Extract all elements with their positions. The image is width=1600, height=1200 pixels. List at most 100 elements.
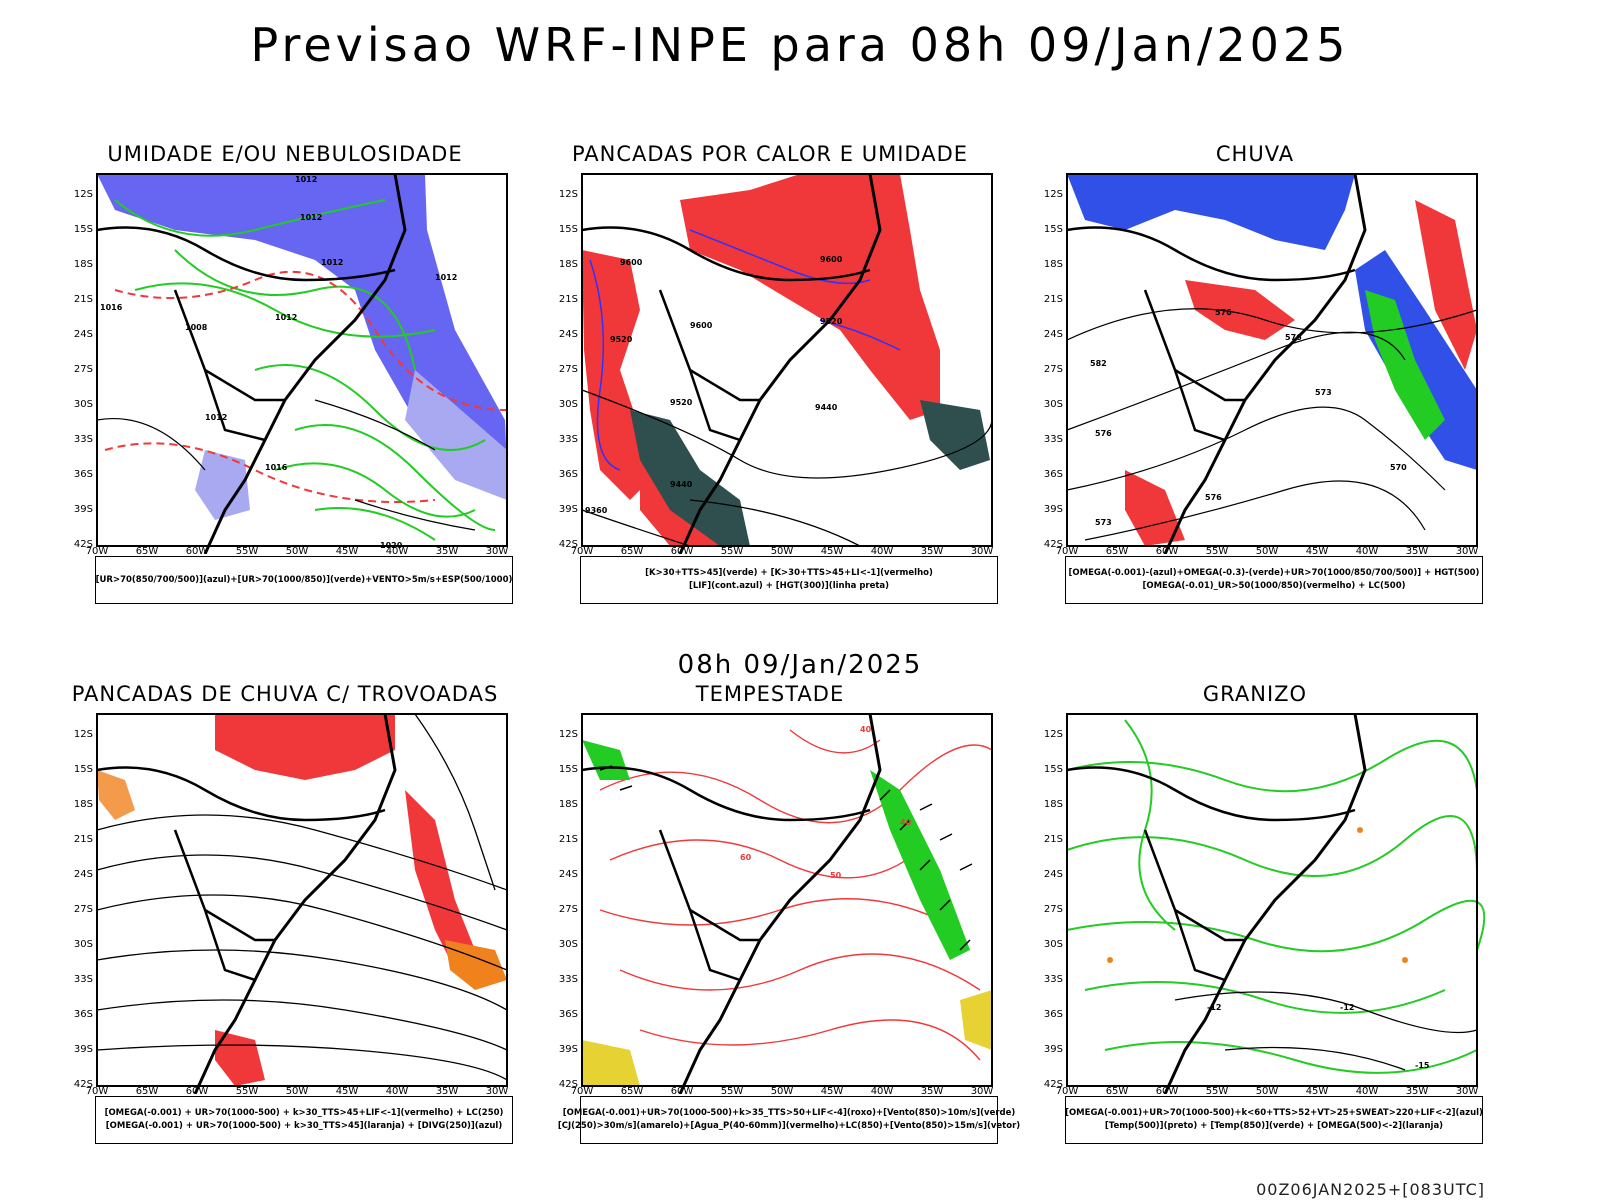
lat-label: 36S (1044, 1009, 1063, 1020)
borders (96, 226, 396, 442)
panel-title: CHUVA (1215, 142, 1295, 166)
lat-label: 12S (74, 189, 93, 200)
lat-label: 18S (559, 799, 578, 810)
legend-line: [OMEGA(-0.001)+UR>70(1000-500)+k>35_TTS>… (562, 1108, 1016, 1118)
contour-label: 9600 (620, 258, 643, 267)
lat-axis: 12S 15S 18S 21S 24S 27S 30S 33S 36S 39S … (559, 189, 578, 550)
omega-green-area (1365, 290, 1445, 440)
omega-orange-spot (1357, 827, 1363, 833)
lon-axis: 70W 65W 60W 55W 50W 45W 40W 35W 30W (1056, 546, 1479, 554)
lat-label: 12S (559, 189, 578, 200)
lat-label: 15S (74, 224, 93, 235)
legend-line: [OMEGA(-0.01)_UR>50(1000/850)(vermelho) … (1142, 581, 1406, 591)
lat-label: 27S (1044, 364, 1063, 375)
lon-label: 40W (1356, 546, 1379, 554)
lon-label: 35W (436, 546, 459, 554)
legend-line: [OMEGA(-0.001) + UR>70(1000-500) + k>30_… (104, 1108, 504, 1118)
lon-label: 65W (136, 1086, 159, 1094)
forecast-date: 08h 09/Jan/2025 (677, 650, 923, 680)
lat-label: 30S (1044, 939, 1063, 950)
lon-label: 55W (721, 546, 744, 554)
contour-label: 576 (1205, 493, 1222, 502)
wind-green-area (870, 770, 970, 960)
lat-label: 33S (559, 434, 578, 445)
lon-label: 40W (386, 1086, 409, 1094)
contour-label: 9600 (820, 255, 843, 264)
lon-axis: 70W 65W 60W 55W 50W 45W 40W 35W 30W (1056, 1086, 1479, 1094)
lat-axis: 12S 15S 18S 21S 24S 27S 30S 33S 36S 39S … (74, 729, 93, 1090)
panel-title: PANCADAS DE CHUVA C/ TROVOADAS (71, 682, 499, 706)
lon-label: 40W (871, 1086, 894, 1094)
lat-axis: 12S 15S 18S 21S 24S 27S 30S 33S 36S 39S … (1044, 189, 1063, 550)
panel-trovoadas: PANCADAS DE CHUVA C/ TROVOADAS 12S 15S 1… (55, 682, 515, 1182)
panel-granizo: GRANIZO -12 -12 -15 12S 15S 18S 21S 24S … (1025, 682, 1485, 1182)
contour-label: 582 (1090, 359, 1107, 368)
lon-label: 60W (671, 546, 694, 554)
map-content (96, 713, 508, 1094)
lat-label: 30S (559, 399, 578, 410)
lon-label: 50W (1256, 1086, 1279, 1094)
lat-label: 39S (74, 504, 93, 515)
lon-label: 55W (1206, 546, 1229, 554)
contour-label: 40 (860, 725, 872, 734)
instability-green-area-2 (920, 400, 990, 470)
coastline (203, 173, 407, 554)
lon-label: 60W (186, 1086, 209, 1094)
lat-label: 21S (559, 294, 578, 305)
lat-label: 36S (1044, 469, 1063, 480)
hgt-contour (581, 389, 993, 547)
humidity-light-blue-area-2 (195, 450, 250, 520)
lon-label: 70W (571, 1086, 594, 1094)
contour-label: -12 (1340, 1003, 1354, 1012)
map-frame (96, 173, 508, 547)
page-title: Previsao WRF-INPE para 08h 09/Jan/2025 (250, 18, 1350, 72)
panel-title: UMIDADE E/OU NEBULOSIDADE (107, 142, 463, 166)
panel-umidade: UMIDADE E/OU NEBULOSIDADE 1012 1012 1012… (55, 142, 515, 642)
lat-label: 27S (559, 904, 578, 915)
lat-label: 18S (74, 799, 93, 810)
lon-label: 60W (671, 1086, 694, 1094)
lat-label: 27S (74, 904, 93, 915)
coastline (193, 713, 397, 1094)
lon-label: 70W (86, 1086, 109, 1094)
lat-label: 24S (74, 329, 93, 340)
hgt500-contour (1066, 308, 1478, 541)
lon-label: 70W (571, 546, 594, 554)
contour-label: 9440 (670, 480, 693, 489)
map-content: -12 -12 -15 (1066, 713, 1485, 1094)
lat-label: 27S (1044, 904, 1063, 915)
borders (1066, 226, 1356, 442)
humidity-green-contour-2 (174, 249, 496, 541)
contour-label: 573 (1315, 388, 1332, 397)
omega-red-area (1185, 280, 1295, 340)
omega-orange-spot (1402, 957, 1408, 963)
borders (96, 766, 386, 982)
map-tempestade: 40 40 50 60 12S 15S 18S 21S 24S 27S 30S … (559, 713, 993, 1094)
contour-label: 50 (830, 871, 842, 880)
lat-label: 18S (1044, 799, 1063, 810)
lat-label: 36S (559, 1009, 578, 1020)
lat-axis: 12S 15S 18S 21S 24S 27S 30S 33S 36S 39S … (559, 729, 578, 1090)
temp500-black-contour (1174, 991, 1478, 1071)
lat-label: 21S (1044, 294, 1063, 305)
lon-label: 30W (486, 546, 509, 554)
lat-label: 33S (559, 974, 578, 985)
lon-label: 35W (921, 1086, 944, 1094)
thunder-orange-area-2 (97, 770, 135, 820)
lat-label: 24S (559, 329, 578, 340)
borders (1066, 766, 1356, 982)
lat-label: 33S (74, 434, 93, 445)
coastline (678, 713, 882, 1094)
legend-line: [LIF](cont.azul) + [HGT(300)](linha pret… (688, 581, 890, 591)
lat-label: 18S (1044, 259, 1063, 270)
lat-label: 12S (559, 729, 578, 740)
contour-label: 1016 (100, 303, 123, 312)
legend-box: [OMEGA(-0.001)+UR>70(1000-500)+k<60+TTS>… (1065, 1096, 1483, 1144)
lon-label: 45W (821, 1086, 844, 1094)
contour-label: 9440 (815, 403, 838, 412)
wind-green-area-west (582, 740, 630, 780)
map-frame (96, 713, 508, 1087)
lat-label: 12S (1044, 189, 1063, 200)
temp850-green-contour (1066, 719, 1485, 1074)
jet-yellow-area-east (960, 990, 992, 1050)
